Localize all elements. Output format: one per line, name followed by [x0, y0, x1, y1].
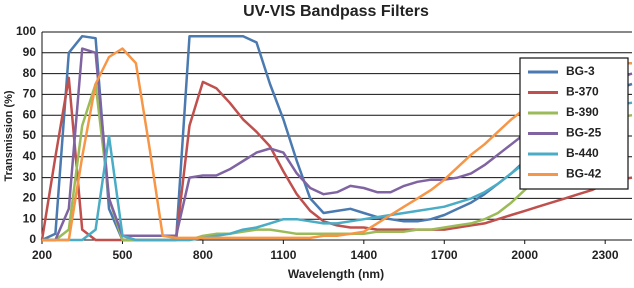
y-tick-label: 60: [23, 107, 37, 121]
x-axis-label: Wavelength (nm): [288, 267, 384, 281]
y-tick-label: 90: [23, 45, 37, 59]
y-tick-label: 40: [23, 149, 37, 163]
y-tick-label: 0: [29, 232, 36, 246]
y-tick-label: 100: [16, 24, 36, 38]
x-tick-label: 800: [193, 248, 213, 262]
y-axis-label: Transmission (%): [3, 90, 15, 181]
y-tick-label: 50: [23, 128, 37, 142]
x-tick-label: 2000: [511, 248, 538, 262]
legend-label: B-390: [566, 105, 599, 119]
y-tick-label: 70: [23, 87, 37, 101]
legend-label: B-440: [566, 146, 599, 160]
legend-label: BG-42: [566, 167, 602, 181]
legend-box: [519, 57, 629, 190]
x-tick-label: 1100: [270, 248, 296, 262]
legend-label: BG-25: [566, 126, 602, 140]
x-tick-label: 200: [32, 248, 52, 262]
x-tick-label: 1700: [431, 248, 458, 262]
legend-label: BG-3: [566, 64, 595, 78]
y-tick-label: 10: [23, 211, 37, 225]
y-tick-label: 80: [23, 66, 37, 80]
y-tick-label: 30: [23, 170, 37, 184]
y-tick-label: 20: [23, 191, 37, 205]
x-tick-label: 500: [112, 248, 132, 262]
chart-title: UV-VIS Bandpass Filters: [243, 3, 429, 20]
x-tick-label: 2300: [592, 248, 619, 262]
legend-label: B-370: [566, 85, 599, 99]
x-tick-label: 1400: [350, 248, 377, 262]
